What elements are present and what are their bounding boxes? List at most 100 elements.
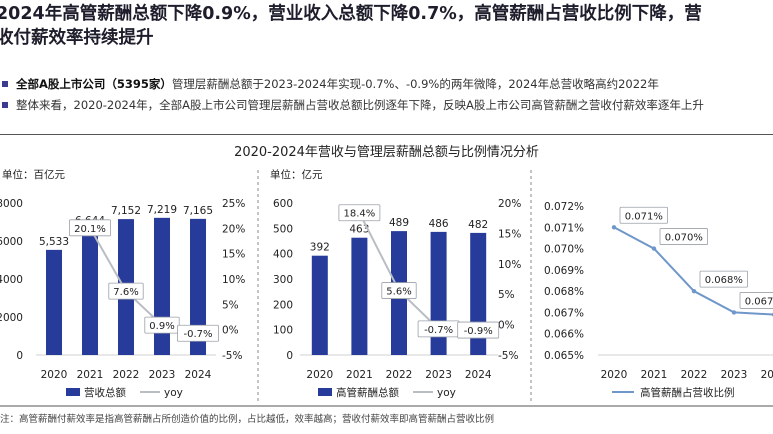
headline-line-1: 2024年高管薪酬总额下降0.9%，营业收入总额下降0.7%，高管薪酬占营收比例… bbox=[0, 4, 702, 24]
square-bullet-icon bbox=[2, 102, 8, 108]
y-left-tick-label: 0 bbox=[286, 350, 293, 362]
bar-value-label: 489 bbox=[389, 217, 409, 229]
bar bbox=[154, 217, 170, 355]
yoy-value-label: 20.1% bbox=[74, 224, 106, 235]
bar-value-label: 482 bbox=[468, 219, 488, 231]
yoy-label-box bbox=[381, 282, 417, 299]
y-tick-label: 0.070% bbox=[544, 244, 584, 256]
bar-value-label: 5,533 bbox=[39, 236, 69, 248]
ratio-label-box bbox=[659, 228, 708, 245]
legend-bar-swatch bbox=[66, 388, 80, 396]
yoy-value-label: 0.9% bbox=[149, 321, 174, 332]
footnote: 注：高管薪酬付薪效率是指高管薪酬占所创造价值的比例，占比越低，效率越高；营收付薪… bbox=[0, 414, 495, 425]
bullet-item: 整体来看，2020-2024年，全部A股上市公司管理层薪酬占营收总额比例逐年下降… bbox=[0, 95, 773, 116]
bullet-text: 管理层薪酬总额于2023-2024年实现-0.7%、-0.9%的两年微降，202… bbox=[171, 77, 659, 91]
figure-frame bbox=[0, 134, 773, 407]
x-tick-label: 2022 bbox=[113, 369, 140, 381]
y-left-tick-label: 400 bbox=[273, 249, 293, 261]
bar-value-label: 7,152 bbox=[111, 205, 141, 217]
y-tick-label: 0.069% bbox=[544, 265, 584, 277]
ratio-point bbox=[651, 246, 657, 251]
y-left-tick-label: 0 bbox=[16, 350, 23, 362]
yoy-label-box bbox=[457, 321, 500, 339]
yoy-value-label: -0.7% bbox=[183, 329, 212, 340]
y-tick-label: 0.072% bbox=[544, 201, 584, 213]
ratio-point bbox=[731, 310, 737, 315]
ratio-value-label: 0.070% bbox=[665, 233, 703, 244]
y-left-tick-label: 500 bbox=[273, 223, 293, 235]
figure-title: 2020-2024年营收与管理层薪酬总额与比例情况分析 bbox=[234, 145, 539, 160]
y-right-tick-label: 20% bbox=[222, 223, 245, 235]
bar-value-label: 486 bbox=[429, 218, 449, 230]
bar bbox=[351, 237, 368, 355]
legend-label: 高管薪酬总额 bbox=[336, 386, 399, 399]
y-tick-label: 0.068% bbox=[544, 286, 584, 298]
bar bbox=[190, 218, 206, 355]
y-tick-label: 0.071% bbox=[544, 222, 584, 234]
x-tick-label: 2024 bbox=[761, 369, 773, 381]
y-left-tick-label: 2000 bbox=[0, 312, 23, 324]
yoy-label-box bbox=[177, 324, 219, 342]
bullet-item: 全部A股上市公司（5395家）管理层薪酬总额于2023-2024年实现-0.7%… bbox=[0, 74, 773, 95]
legend-label: 高管薪酬占营收比例 bbox=[640, 386, 735, 399]
x-tick-label: 2021 bbox=[77, 369, 104, 381]
y-right-tick-label: 15% bbox=[222, 249, 245, 261]
square-bullet-icon bbox=[2, 81, 8, 87]
yoy-label-box bbox=[69, 219, 111, 237]
ratio-value-label: 0.068% bbox=[705, 275, 743, 286]
y-left-tick-label: 600 bbox=[273, 198, 293, 210]
y-right-tick-label: 15% bbox=[498, 228, 521, 240]
bar bbox=[82, 228, 98, 355]
yoy-line bbox=[358, 212, 479, 332]
y-right-tick-label: 5% bbox=[222, 299, 239, 311]
yoy-line bbox=[89, 227, 199, 335]
bar-value-label: 7,219 bbox=[147, 204, 177, 216]
y-right-tick-label: -5% bbox=[498, 350, 518, 362]
x-tick-label: 2024 bbox=[185, 369, 212, 381]
y-left-tick-label: 6000 bbox=[0, 236, 23, 248]
yoy-value-label: 18.4% bbox=[344, 209, 376, 220]
bullet-list: 全部A股上市公司（5395家）管理层薪酬总额于2023-2024年实现-0.7%… bbox=[0, 74, 773, 116]
bar-value-label: 392 bbox=[310, 242, 330, 254]
y-left-tick-label: 4000 bbox=[0, 274, 23, 286]
yoy-value-label: 5.6% bbox=[386, 287, 411, 298]
y-right-tick-label: 0% bbox=[222, 325, 239, 337]
x-tick-label: 2020 bbox=[41, 369, 68, 381]
x-tick-label: 2020 bbox=[306, 369, 333, 381]
y-tick-label: 0.066% bbox=[544, 329, 584, 341]
y-right-tick-label: 5% bbox=[498, 289, 515, 301]
bar bbox=[46, 249, 62, 355]
yoy-value-label: -0.9% bbox=[464, 326, 493, 337]
x-tick-label: 2023 bbox=[149, 369, 176, 381]
yoy-value-label: -0.7% bbox=[424, 325, 453, 336]
yoy-value-label: 7.6% bbox=[113, 287, 138, 298]
x-tick-label: 2023 bbox=[425, 369, 452, 381]
bar-value-label: 7,165 bbox=[183, 205, 213, 217]
x-tick-label: 2021 bbox=[346, 369, 373, 381]
x-tick-label: 2020 bbox=[601, 369, 628, 381]
y-right-tick-label: 10% bbox=[222, 274, 245, 286]
ratio-label-box bbox=[699, 270, 748, 288]
ratio-point bbox=[611, 225, 617, 230]
y-right-tick-label: 10% bbox=[498, 259, 521, 271]
y-left-tick-label: 8000 bbox=[0, 198, 23, 210]
legend-label: yoy bbox=[437, 387, 456, 399]
ratio-point bbox=[691, 288, 697, 294]
bullet-bold: 全部A股上市公司（5395家） bbox=[16, 77, 172, 91]
unit-label: 单位：百亿元 bbox=[2, 168, 65, 181]
y-left-tick-label: 200 bbox=[273, 299, 293, 311]
headline: 2024年高管薪酬总额下降0.9%，营业收入总额下降0.7%，高管薪酬占营收比例… bbox=[0, 2, 773, 50]
x-tick-label: 2022 bbox=[386, 369, 413, 381]
x-tick-label: 2021 bbox=[641, 369, 668, 381]
y-tick-label: 0.065% bbox=[544, 350, 584, 362]
bullet-text: 整体来看，2020-2024年，全部A股上市公司管理层薪酬占营收总额比例逐年下降… bbox=[16, 98, 704, 112]
yoy-label-box bbox=[338, 204, 381, 222]
yoy-label-box bbox=[108, 282, 144, 300]
ratio-value-label: 0.067% bbox=[745, 296, 773, 307]
ratio-label-box bbox=[739, 292, 773, 309]
legend-bar-swatch bbox=[318, 388, 332, 396]
x-tick-label: 2023 bbox=[721, 369, 748, 381]
bar bbox=[311, 255, 328, 355]
y-right-tick-label: 0% bbox=[498, 320, 515, 332]
